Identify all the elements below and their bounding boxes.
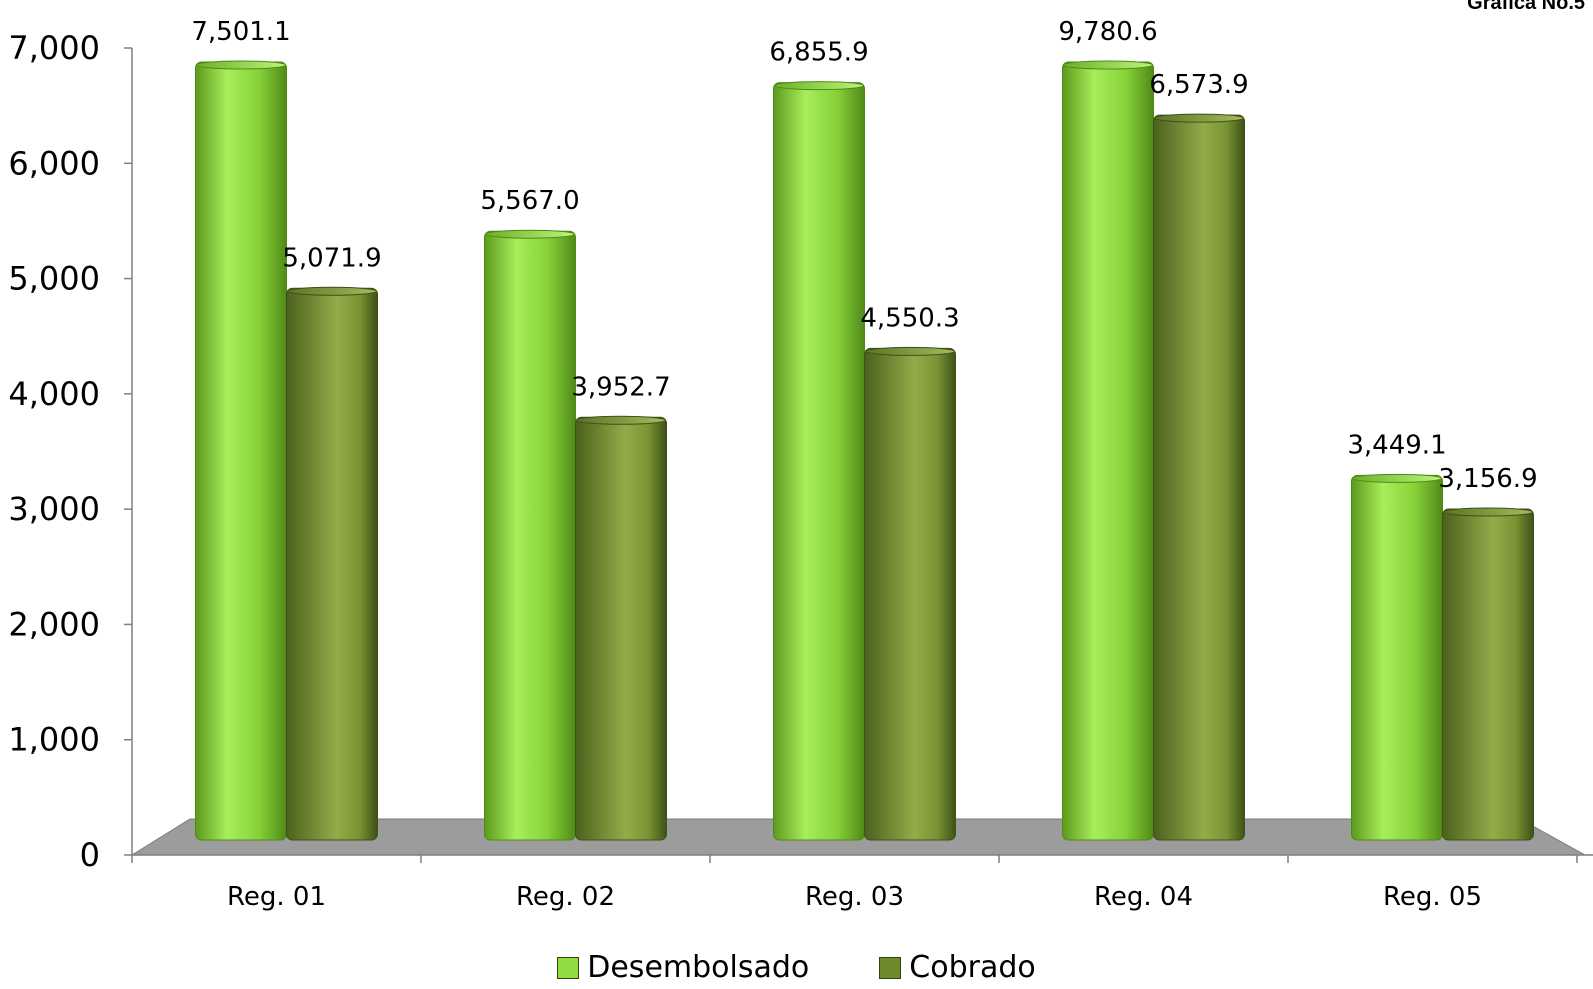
legend-label-desembolsado: Desembolsado — [587, 950, 810, 985]
data-label-desembolsado: 9,780.6 — [1058, 17, 1157, 47]
bar-cap-cobrado — [1443, 507, 1533, 517]
bar-cap-desembolsado — [1063, 60, 1153, 70]
y-tick-label: 1,000 — [8, 721, 100, 759]
bar-cap-cobrado — [1154, 113, 1244, 123]
data-label-desembolsado: 5,567.0 — [480, 186, 579, 216]
data-label-desembolsado: 6,855.9 — [769, 38, 868, 68]
bar-cobrado — [286, 287, 378, 841]
data-label-desembolsado: 7,501.1 — [191, 17, 290, 47]
data-label-cobrado: 3,952.7 — [571, 372, 670, 402]
y-tick-label: 6,000 — [8, 144, 100, 182]
x-tick-label: Reg. 04 — [1094, 882, 1193, 912]
chart-legend: Desembolsado Cobrado — [0, 950, 1593, 985]
y-tick-label: 4,000 — [8, 375, 100, 413]
y-tick-label: 7,000 — [8, 29, 100, 67]
bar-desembolsado — [1062, 61, 1154, 841]
bar-cap-desembolsado — [196, 60, 286, 70]
x-tick-label: Reg. 01 — [227, 882, 326, 912]
bar-cobrado — [1442, 508, 1534, 841]
bar-cap-cobrado — [576, 415, 666, 425]
bar-desembolsado — [773, 82, 865, 841]
x-tick-label: Reg. 05 — [1383, 882, 1482, 912]
bar-cap-desembolsado — [774, 81, 864, 91]
bar-desembolsado — [484, 230, 576, 841]
x-tick-label: Reg. 02 — [516, 882, 615, 912]
data-label-cobrado: 3,156.9 — [1438, 464, 1537, 494]
data-label-desembolsado: 3,449.1 — [1347, 430, 1446, 460]
data-label-cobrado: 6,573.9 — [1149, 70, 1248, 100]
chart-corner-label: Grafica No.5 — [1467, 0, 1585, 14]
legend-swatch-desembolsado — [557, 956, 580, 979]
y-tick-label: 0 — [80, 836, 100, 874]
bar-cap-desembolsado — [485, 229, 575, 239]
data-label-cobrado: 4,550.3 — [860, 303, 959, 333]
data-label-cobrado: 5,071.9 — [282, 243, 381, 273]
bar-cap-desembolsado — [1352, 473, 1442, 483]
bar-cobrado — [575, 416, 667, 841]
y-tick-label: 2,000 — [8, 605, 100, 643]
legend-item-desembolsado: Desembolsado — [557, 950, 809, 985]
y-tick-label: 3,000 — [8, 490, 100, 528]
bar-cap-cobrado — [287, 286, 377, 296]
bar-desembolsado — [1351, 474, 1443, 841]
bar-desembolsado — [195, 61, 287, 841]
legend-label-cobrado: Cobrado — [909, 950, 1036, 985]
legend-swatch-cobrado — [879, 956, 902, 979]
x-tick-label: Reg. 03 — [805, 882, 904, 912]
bar-cobrado — [1153, 114, 1245, 841]
bar-cap-cobrado — [865, 346, 955, 356]
y-tick-label: 5,000 — [8, 260, 100, 298]
legend-item-cobrado: Cobrado — [879, 950, 1036, 985]
bar-cobrado — [864, 347, 956, 841]
